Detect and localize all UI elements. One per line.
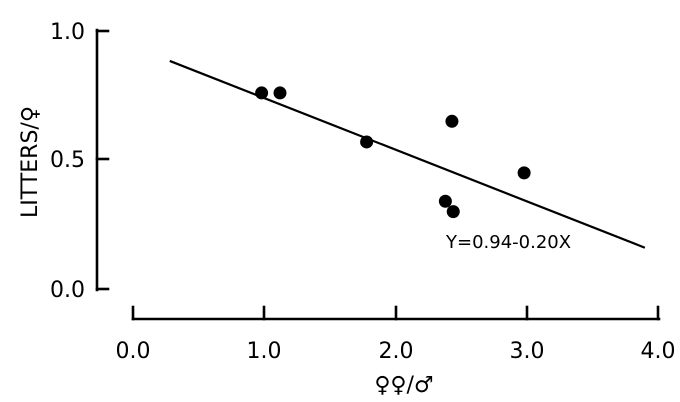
data-point xyxy=(360,135,374,149)
y-axis-title: LITTERS/♀ xyxy=(18,106,43,218)
y-axis: 0.0 0.5 1.0 xyxy=(50,20,110,303)
x-tick-label-2: 2.0 xyxy=(379,339,414,364)
data-point xyxy=(446,205,460,219)
x-tick-label-0: 0.0 xyxy=(116,339,151,364)
x-tick-label-3: 3.0 xyxy=(510,339,545,364)
data-points xyxy=(255,86,531,219)
x-axis: 0.0 1.0 2.0 3.0 4.0 xyxy=(116,305,676,364)
data-point xyxy=(255,86,269,100)
data-point xyxy=(517,166,531,180)
x-axis-title: ♀♀/♂ xyxy=(374,373,433,398)
x-tick-label-4: 4.0 xyxy=(641,339,676,364)
y-tick-label-0: 0.0 xyxy=(50,278,85,303)
data-point xyxy=(445,114,459,128)
y-tick-label-2: 1.0 xyxy=(50,20,85,45)
x-tick-label-1: 1.0 xyxy=(247,339,282,364)
data-point xyxy=(438,194,452,208)
regression-equation-label: Y=0.94-0.20X xyxy=(445,232,571,253)
y-tick-label-1: 0.5 xyxy=(50,148,85,173)
regression-line xyxy=(169,59,646,249)
data-point xyxy=(273,86,287,100)
